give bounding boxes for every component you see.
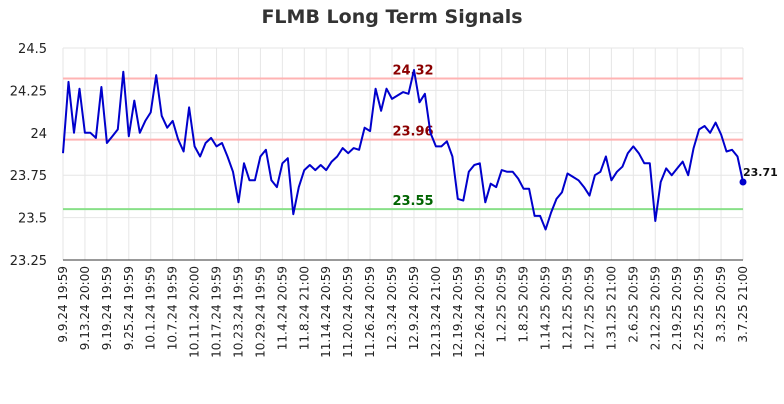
x-tick-label: 9.25.24 19:59 bbox=[122, 266, 136, 350]
x-tick-label: 9.13.24 20:00 bbox=[78, 266, 92, 350]
x-tick-label: 2.6.25 20:59 bbox=[626, 266, 640, 343]
last-value-point bbox=[739, 178, 747, 186]
x-tick-label: 11.8.24 21:00 bbox=[297, 266, 311, 350]
x-tick-label: 12.26.24 20:59 bbox=[473, 266, 487, 358]
x-tick-label: 3.7.25 21:00 bbox=[736, 266, 750, 343]
y-tick-label: 23.75 bbox=[10, 169, 47, 184]
x-tick-label: 1.21.25 20:59 bbox=[561, 266, 575, 350]
x-tick-label: 12.19.24 20:59 bbox=[451, 266, 465, 358]
x-tick-label: 10.1.24 19:59 bbox=[144, 266, 158, 350]
x-tick-label: 2.25.25 20:59 bbox=[692, 266, 706, 350]
signal-label: 23.96 bbox=[392, 125, 433, 140]
x-tick-label: 3.3.25 20:59 bbox=[714, 266, 728, 343]
x-tick-label: 11.4.24 20:59 bbox=[275, 266, 289, 350]
x-tick-label: 9.19.24 19:59 bbox=[100, 266, 114, 350]
x-tick-label: 12.3.24 20:59 bbox=[385, 266, 399, 350]
price-series-line bbox=[62, 69, 744, 231]
last-value-label: 23.71 bbox=[743, 166, 778, 179]
y-tick-label: 24.25 bbox=[10, 84, 47, 99]
x-tick-label: 10.7.24 19:59 bbox=[166, 266, 180, 350]
y-tick-label: 24.5 bbox=[18, 42, 47, 57]
x-tick-label: 1.14.25 20:59 bbox=[539, 266, 553, 350]
chart-title: FLMB Long Term Signals bbox=[261, 6, 523, 28]
x-tick-label: 11.26.24 20:59 bbox=[363, 266, 377, 358]
signal-label: 23.55 bbox=[392, 194, 433, 209]
x-tick-label: 11.14.24 20:59 bbox=[319, 266, 333, 358]
x-tick-label: 12.9.24 20:59 bbox=[407, 266, 421, 350]
x-tick-label: 9.9.24 19:59 bbox=[56, 266, 70, 343]
x-tick-label: 12.13.24 21:00 bbox=[429, 266, 443, 358]
x-tick-label: 10.29.24 19:59 bbox=[253, 266, 267, 358]
y-tick-label: 23.25 bbox=[10, 254, 47, 269]
y-tick-label: 23.5 bbox=[18, 212, 47, 227]
x-tick-label: 10.17.24 19:59 bbox=[210, 266, 224, 358]
x-tick-label: 1.27.25 20:59 bbox=[582, 266, 596, 350]
y-tick-label: 24 bbox=[30, 127, 47, 142]
x-tick-label: 11.20.24 20:59 bbox=[341, 266, 355, 358]
x-tick-label: 1.2.25 20:59 bbox=[495, 266, 509, 343]
x-tick-label: 2.19.25 20:59 bbox=[670, 266, 684, 350]
x-tick-label: 2.12.25 20:59 bbox=[648, 266, 662, 350]
x-tick-label: 10.11.24 20:00 bbox=[188, 266, 202, 358]
x-tick-label: 10.23.24 19:59 bbox=[231, 266, 245, 358]
x-tick-label: 1.31.25 21:00 bbox=[604, 266, 618, 350]
x-tick-label: 1.8.25 20:59 bbox=[517, 266, 531, 343]
